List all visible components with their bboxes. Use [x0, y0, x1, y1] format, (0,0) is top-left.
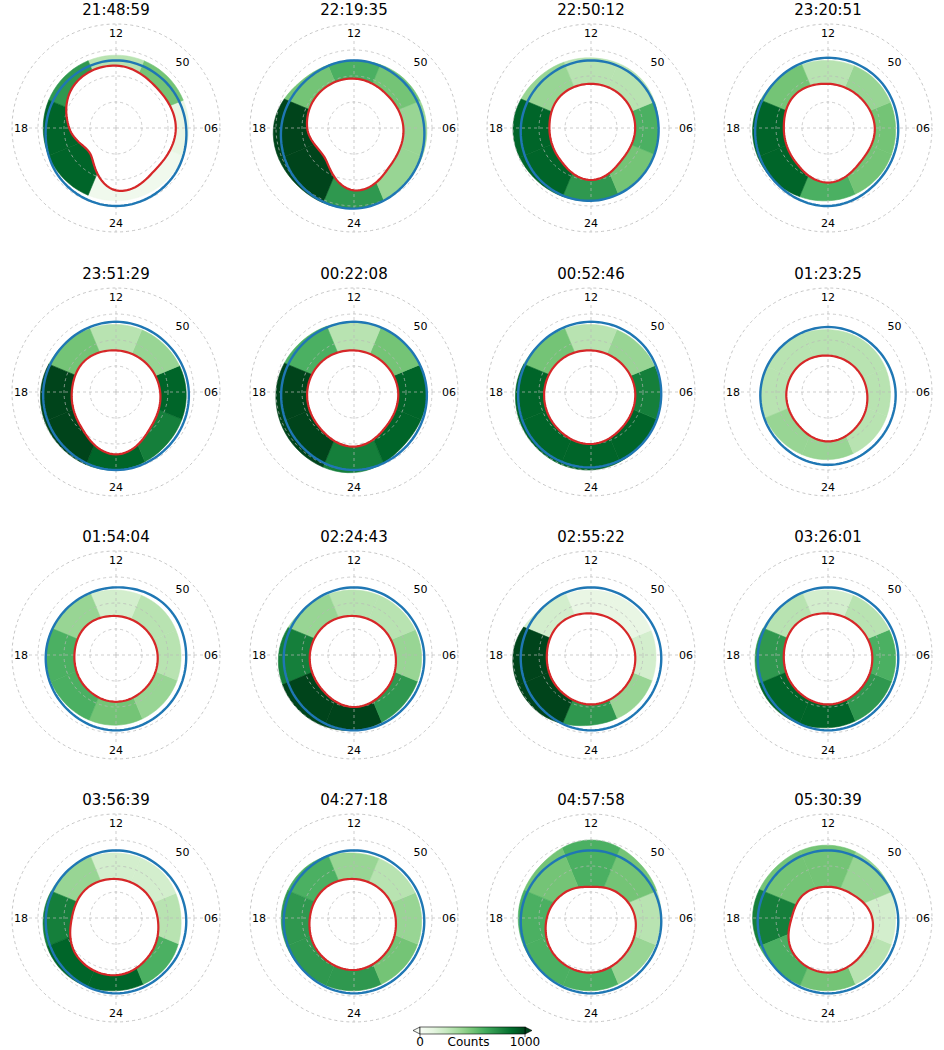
svg-text:12: 12 [584, 291, 598, 304]
svg-text:12: 12 [821, 291, 835, 304]
svg-text:1000: 1000 [510, 1035, 541, 1049]
svg-text:06: 06 [442, 649, 456, 662]
svg-text:06: 06 [679, 386, 693, 399]
svg-text:24: 24 [821, 744, 835, 757]
svg-text:12: 12 [584, 554, 598, 567]
svg-text:24: 24 [347, 1007, 361, 1020]
svg-text:50: 50 [413, 583, 427, 596]
svg-text:50: 50 [175, 846, 189, 859]
svg-text:06: 06 [916, 649, 930, 662]
svg-text:50: 50 [175, 583, 189, 596]
svg-text:18: 18 [726, 649, 740, 662]
svg-text:00:22:08: 00:22:08 [320, 265, 387, 283]
svg-text:50: 50 [650, 846, 664, 859]
svg-text:12: 12 [347, 554, 361, 567]
svg-text:06: 06 [916, 386, 930, 399]
svg-text:50: 50 [175, 320, 189, 333]
svg-text:12: 12 [347, 291, 361, 304]
svg-text:12: 12 [821, 554, 835, 567]
svg-text:24: 24 [584, 1007, 598, 1020]
svg-text:12: 12 [109, 817, 123, 830]
svg-text:18: 18 [14, 386, 28, 399]
svg-text:06: 06 [679, 649, 693, 662]
svg-text:06: 06 [916, 912, 930, 925]
svg-text:03:26:01: 03:26:01 [794, 528, 861, 546]
svg-text:50: 50 [887, 583, 901, 596]
svg-text:18: 18 [252, 649, 266, 662]
svg-text:12: 12 [109, 554, 123, 567]
svg-text:22:50:12: 22:50:12 [557, 1, 624, 19]
svg-text:50: 50 [175, 56, 189, 69]
svg-text:21:48:59: 21:48:59 [82, 1, 149, 19]
svg-text:24: 24 [109, 481, 123, 494]
svg-text:06: 06 [679, 912, 693, 925]
svg-text:12: 12 [109, 27, 123, 40]
svg-text:06: 06 [442, 386, 456, 399]
svg-text:18: 18 [726, 386, 740, 399]
svg-text:50: 50 [650, 583, 664, 596]
svg-text:00:52:46: 00:52:46 [557, 265, 624, 283]
svg-text:03:56:39: 03:56:39 [82, 791, 149, 809]
svg-text:06: 06 [442, 912, 456, 925]
svg-text:24: 24 [821, 1007, 835, 1020]
svg-text:50: 50 [887, 56, 901, 69]
svg-text:24: 24 [821, 481, 835, 494]
svg-text:06: 06 [679, 122, 693, 135]
svg-text:23:51:29: 23:51:29 [82, 265, 149, 283]
svg-text:02:24:43: 02:24:43 [320, 528, 387, 546]
svg-text:Counts: Counts [448, 1035, 490, 1049]
svg-text:06: 06 [204, 912, 218, 925]
svg-text:12: 12 [821, 817, 835, 830]
svg-text:0: 0 [416, 1035, 424, 1049]
svg-text:06: 06 [204, 649, 218, 662]
svg-text:18: 18 [489, 386, 503, 399]
svg-text:12: 12 [109, 291, 123, 304]
svg-text:06: 06 [916, 122, 930, 135]
svg-text:18: 18 [252, 912, 266, 925]
svg-text:50: 50 [650, 56, 664, 69]
svg-text:24: 24 [109, 1007, 123, 1020]
svg-text:12: 12 [347, 817, 361, 830]
svg-text:18: 18 [489, 912, 503, 925]
svg-text:50: 50 [887, 320, 901, 333]
svg-text:24: 24 [584, 744, 598, 757]
svg-text:18: 18 [252, 386, 266, 399]
svg-text:04:27:18: 04:27:18 [320, 791, 387, 809]
svg-text:24: 24 [584, 217, 598, 230]
svg-text:06: 06 [204, 386, 218, 399]
svg-text:50: 50 [887, 846, 901, 859]
svg-text:24: 24 [584, 481, 598, 494]
svg-text:12: 12 [347, 27, 361, 40]
svg-text:50: 50 [650, 320, 664, 333]
svg-text:06: 06 [204, 122, 218, 135]
svg-text:12: 12 [821, 27, 835, 40]
svg-text:02:55:22: 02:55:22 [557, 528, 624, 546]
svg-text:06: 06 [442, 122, 456, 135]
svg-text:01:23:25: 01:23:25 [794, 265, 861, 283]
svg-text:50: 50 [413, 56, 427, 69]
svg-text:12: 12 [584, 27, 598, 40]
svg-text:18: 18 [726, 912, 740, 925]
svg-text:18: 18 [489, 649, 503, 662]
svg-text:12: 12 [584, 817, 598, 830]
svg-text:18: 18 [14, 122, 28, 135]
svg-text:18: 18 [489, 122, 503, 135]
svg-text:24: 24 [347, 744, 361, 757]
svg-text:18: 18 [726, 122, 740, 135]
svg-text:18: 18 [14, 649, 28, 662]
svg-text:22:19:35: 22:19:35 [320, 1, 387, 19]
svg-text:01:54:04: 01:54:04 [82, 528, 149, 546]
svg-text:18: 18 [252, 122, 266, 135]
svg-text:23:20:51: 23:20:51 [794, 1, 861, 19]
svg-text:04:57:58: 04:57:58 [557, 791, 624, 809]
svg-text:50: 50 [413, 846, 427, 859]
svg-text:05:30:39: 05:30:39 [794, 791, 861, 809]
svg-text:18: 18 [14, 912, 28, 925]
svg-text:24: 24 [109, 217, 123, 230]
svg-text:24: 24 [821, 217, 835, 230]
svg-text:24: 24 [347, 481, 361, 494]
svg-text:24: 24 [109, 744, 123, 757]
svg-text:24: 24 [347, 217, 361, 230]
svg-text:50: 50 [413, 320, 427, 333]
